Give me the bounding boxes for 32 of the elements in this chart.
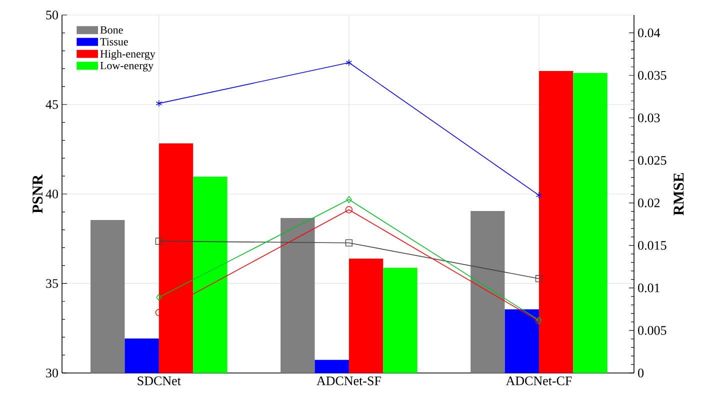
point xyxy=(345,206,353,214)
point xyxy=(345,239,353,246)
point xyxy=(156,294,162,301)
y2-tick-label: 0 xyxy=(638,368,644,378)
x-tick-label: ADCNet-CF xyxy=(506,376,572,386)
y2-tick-label: 0.03 xyxy=(638,113,660,122)
x-tick-label: SDCNet xyxy=(138,376,181,386)
y-tick-label: 30 xyxy=(46,368,58,378)
point xyxy=(156,100,162,107)
legend-label: Tissue xyxy=(100,38,128,46)
y2-tick-label: 0.025 xyxy=(638,156,666,165)
y-axis-title: PSNR xyxy=(32,174,43,214)
y2-tick-label: 0.01 xyxy=(638,284,660,292)
point xyxy=(155,238,162,245)
y-tick-label: 50 xyxy=(46,10,58,20)
point xyxy=(536,192,542,199)
legend-label: Low-energy xyxy=(100,62,154,72)
point xyxy=(346,196,352,204)
y-tick-label: 45 xyxy=(46,100,58,109)
y2-tick-label: 0.005 xyxy=(638,326,666,335)
legend-label: Bone xyxy=(100,26,123,34)
y2-axis-title: RMSE xyxy=(674,173,684,216)
y2-tick-label: 0.02 xyxy=(638,198,660,208)
y-tick-label: 35 xyxy=(46,279,58,288)
y2-tick-label: 0.015 xyxy=(638,241,666,250)
point xyxy=(535,275,543,282)
x-tick-label: ADCNet-SF xyxy=(316,376,381,386)
y2-tick-label: 0.035 xyxy=(638,70,666,80)
y2-tick-label: 0.04 xyxy=(638,28,660,38)
point xyxy=(346,59,352,66)
legend-label: High-energy xyxy=(100,50,156,60)
y-tick-label: 40 xyxy=(46,190,58,198)
